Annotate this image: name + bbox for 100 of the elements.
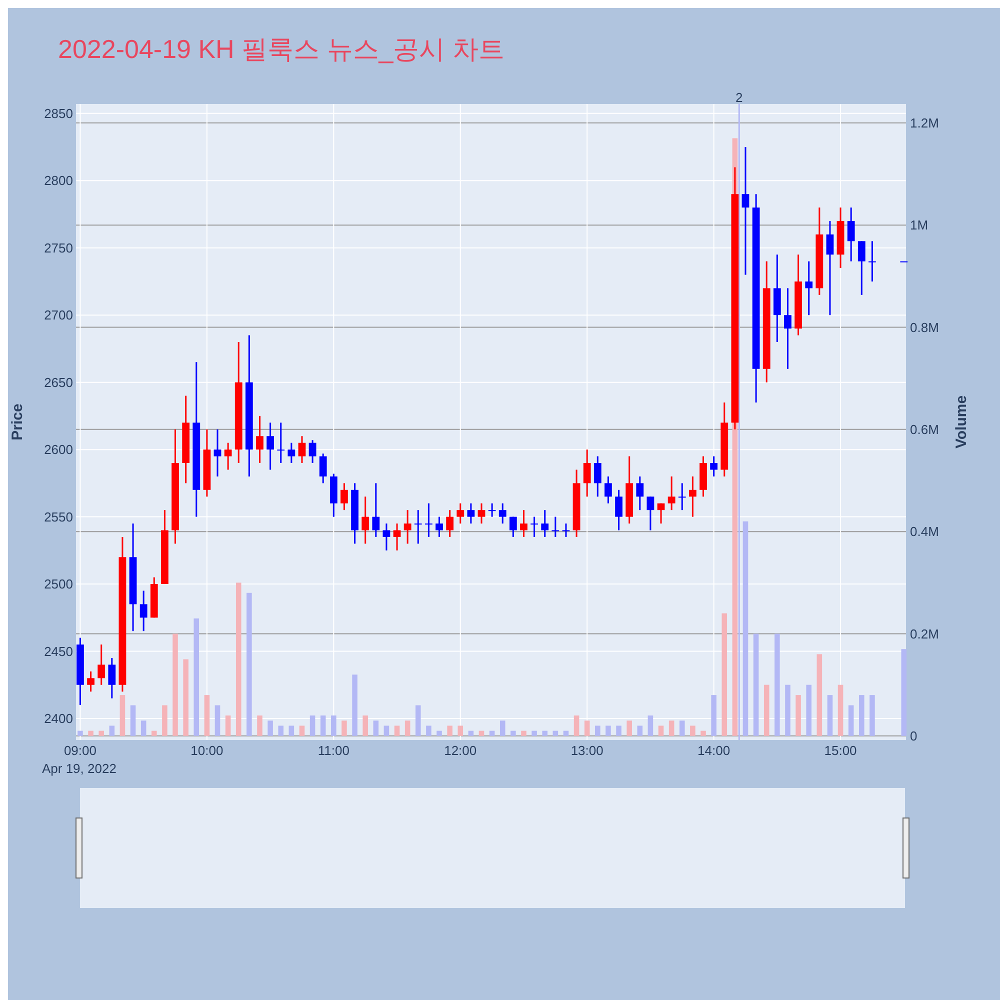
- y2-tick-label: 0.6M: [910, 422, 939, 437]
- bar: [162, 705, 168, 736]
- y-tick-label: 2400: [44, 711, 73, 726]
- y-tick-label: 2550: [44, 509, 73, 524]
- bar: [204, 695, 210, 736]
- bar: [331, 715, 336, 736]
- bar: [552, 730, 558, 736]
- bar: [458, 726, 464, 736]
- bar: [606, 726, 611, 736]
- candlestick: [847, 206, 855, 262]
- candlestick: [509, 516, 517, 538]
- bar: [595, 726, 600, 736]
- bar: [362, 715, 368, 736]
- candlestick: [436, 516, 443, 538]
- bar: [183, 659, 188, 736]
- candlestick: [742, 146, 750, 276]
- y-tick-label: 2800: [44, 173, 73, 188]
- y2-tick-label: 1M: [910, 218, 928, 233]
- bar: [214, 705, 220, 736]
- candlestick: [108, 657, 116, 700]
- bar: [194, 618, 200, 736]
- bar: [658, 726, 664, 736]
- y-tick-label: 2700: [44, 308, 73, 323]
- candlestick: [520, 509, 528, 538]
- bar: [120, 695, 126, 736]
- bar: [774, 634, 780, 736]
- y2-tick-label: 0.2M: [910, 626, 939, 642]
- bar: [785, 684, 790, 736]
- bar: [478, 730, 484, 736]
- bar: [679, 720, 685, 736]
- candlestick: [446, 509, 454, 538]
- bar: [404, 720, 410, 736]
- bar: [130, 705, 136, 736]
- bar: [711, 695, 716, 736]
- bar: [542, 730, 548, 736]
- bar: [690, 726, 696, 736]
- candlestick: [594, 456, 602, 498]
- bar: [415, 705, 421, 736]
- bar: [616, 726, 622, 736]
- candlestick: [678, 482, 686, 511]
- candlestick: [362, 496, 370, 544]
- candlestick: [98, 644, 106, 686]
- candlestick: [382, 522, 390, 552]
- bar: [510, 730, 516, 736]
- x-tick-label: 11:00: [318, 743, 350, 758]
- bar: [870, 695, 875, 736]
- candlestick: [615, 489, 622, 531]
- candlestick: [414, 509, 422, 544]
- bar: [742, 521, 748, 736]
- y-tick-label: 2850: [44, 106, 73, 121]
- chart-title: 2022-04-19 KH 필룩스 뉴스_공시 차트: [58, 34, 504, 64]
- x-tick-label: 13:00: [570, 743, 604, 758]
- bar: [447, 726, 452, 736]
- candlestick: [498, 502, 506, 524]
- bar: [668, 720, 674, 736]
- y2-tick-label: 0: [910, 728, 918, 744]
- bar: [373, 720, 379, 736]
- candlestick: [404, 509, 412, 544]
- candlestick: [541, 509, 549, 538]
- bar: [722, 613, 728, 736]
- bar: [288, 726, 294, 736]
- candlestick: [319, 452, 327, 484]
- candlestick: [805, 260, 813, 316]
- bar: [152, 730, 157, 736]
- candlestick: [372, 482, 380, 538]
- candlestick: [826, 220, 834, 316]
- bar: [352, 674, 358, 736]
- bar: [278, 726, 284, 736]
- candlestick: [562, 522, 570, 538]
- candlestick: [214, 428, 222, 478]
- bar: [426, 726, 432, 736]
- bar: [584, 720, 590, 736]
- bar: [109, 726, 115, 736]
- x-tick-label: 12:00: [444, 743, 477, 758]
- y2-tick-label: 1.2M: [910, 115, 939, 130]
- bar: [753, 634, 759, 736]
- bar: [88, 730, 94, 736]
- candlestick: [657, 502, 665, 524]
- bar: [700, 730, 706, 736]
- bar: [764, 684, 770, 736]
- candlestick: [277, 422, 285, 464]
- candlestick: [224, 442, 232, 470]
- bar: [172, 634, 178, 736]
- bar: [500, 720, 506, 736]
- bar: [78, 730, 83, 736]
- x-tick-label: 15:00: [824, 743, 857, 758]
- bar: [310, 715, 316, 736]
- candlestick: [87, 670, 94, 692]
- candlestick: [858, 240, 866, 296]
- bar: [225, 715, 231, 736]
- candlestick: [688, 476, 696, 518]
- y2-axis-title: Volume: [953, 395, 970, 449]
- candlestick: [636, 476, 644, 511]
- bar: [637, 726, 643, 736]
- bar: [342, 720, 347, 736]
- bar: [140, 720, 146, 736]
- candlestick: [256, 415, 264, 464]
- bar: [436, 730, 442, 736]
- bar: [626, 720, 632, 736]
- bar: [320, 715, 326, 736]
